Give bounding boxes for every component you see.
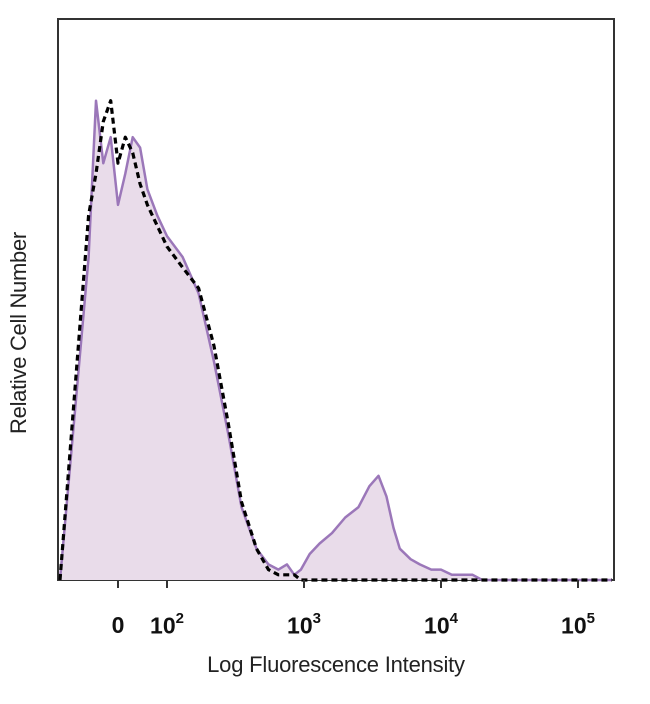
- x-tick-exponent: 3: [312, 610, 321, 627]
- series-layer: [58, 99, 612, 582]
- x-tick-exponent: 5: [586, 610, 595, 627]
- y-axis-label: Relative Cell Number: [6, 232, 31, 434]
- x-tick-base: 10: [424, 612, 450, 639]
- x-tick-label: 103: [287, 610, 321, 640]
- x-tick-exponent: 4: [449, 610, 458, 627]
- x-tick-base: 0: [111, 612, 125, 638]
- x-tick-base: 10: [287, 612, 313, 639]
- x-tick-label: 0: [112, 612, 125, 639]
- series-dashed-histogram: [58, 99, 612, 582]
- x-tick-label: 105: [561, 610, 595, 640]
- series-filled-histogram: [58, 99, 612, 582]
- x-tick-marks: [117, 580, 579, 588]
- x-tick-label: 104: [424, 610, 458, 640]
- x-tick-base: 10: [150, 612, 176, 639]
- x-tick-base: 10: [561, 612, 587, 639]
- x-axis-label: Log Fluorescence Intensity: [207, 652, 465, 677]
- x-tick-label: 102: [150, 610, 184, 640]
- x-tick-exponent: 2: [175, 610, 184, 627]
